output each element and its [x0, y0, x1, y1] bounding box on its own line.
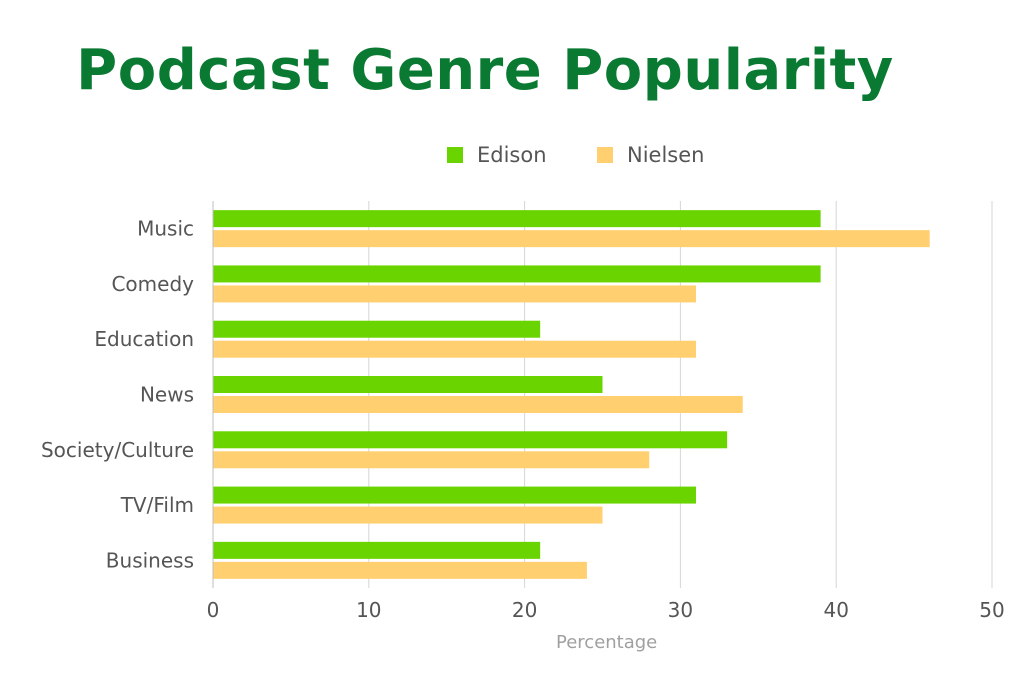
- bar-edison: [213, 376, 603, 393]
- chart-title: Podcast Genre Popularity: [76, 38, 894, 103]
- bar-nielsen: [213, 285, 696, 303]
- y-tick-label: TV/Film: [120, 493, 194, 517]
- x-tick-label: 10: [356, 598, 381, 622]
- y-tick-label: Education: [94, 327, 194, 351]
- bar-edison: [213, 486, 696, 504]
- bar-nielsen: [213, 396, 743, 413]
- bar-nielsen: [213, 451, 650, 469]
- y-tick-label: Society/Culture: [41, 438, 194, 462]
- y-tick-label: Comedy: [111, 272, 194, 296]
- legend-label-edison: Edison: [477, 143, 547, 167]
- bar-nielsen: [213, 340, 696, 358]
- legend-swatch-edison: [447, 147, 463, 163]
- bar-nielsen: [213, 230, 930, 248]
- bar-edison: [213, 431, 728, 449]
- y-tick-label: Music: [137, 217, 194, 241]
- x-tick-label: 0: [207, 598, 220, 622]
- y-tick-label: Business: [106, 548, 194, 572]
- x-tick-label: 20: [512, 598, 537, 622]
- legend-item-nielsen: Nielsen: [597, 143, 704, 167]
- bar-nielsen: [213, 506, 603, 524]
- legend-swatch-nielsen: [597, 147, 613, 163]
- x-tick-label: 30: [668, 598, 693, 622]
- bar-nielsen: [213, 561, 587, 579]
- x-tick-label: 40: [823, 598, 848, 622]
- bar-edison: [213, 210, 821, 228]
- x-axis-label: Percentage: [556, 632, 658, 653]
- bar-edison: [213, 541, 541, 559]
- chart-legend: Edison Nielsen: [0, 143, 1024, 171]
- y-tick-label: News: [140, 383, 194, 407]
- legend-label-nielsen: Nielsen: [627, 143, 705, 167]
- bar-edison: [213, 265, 821, 283]
- bar-edison: [213, 320, 541, 338]
- x-tick-label: 50: [979, 598, 1004, 622]
- legend-item-edison: Edison: [447, 143, 547, 167]
